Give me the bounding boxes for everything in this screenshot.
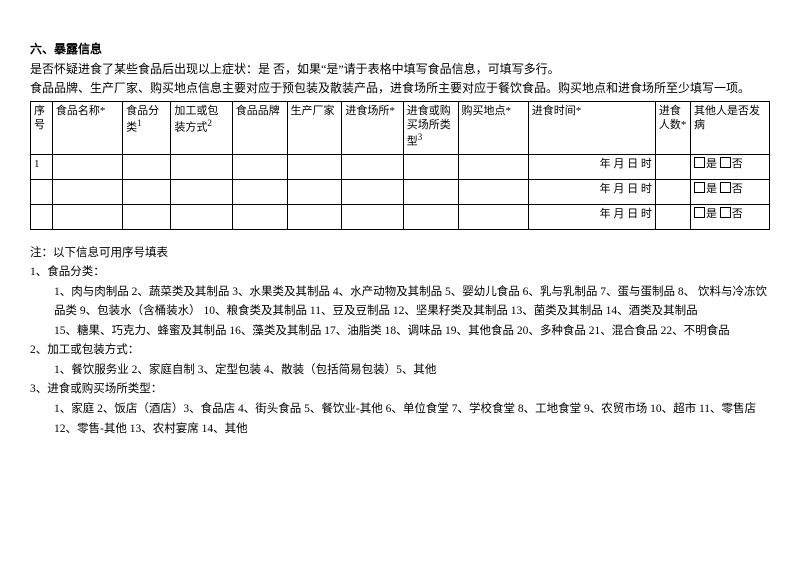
th-mfr: 生产厂家 (287, 101, 342, 154)
cell-pnum[interactable] (655, 154, 690, 179)
cell-seq[interactable]: 1 (31, 154, 53, 179)
th-cat: 食品分类1 (123, 101, 171, 154)
cell-pack[interactable] (171, 154, 232, 179)
cell-buy[interactable] (458, 204, 528, 229)
cell-other[interactable]: 是 否 (690, 204, 769, 229)
th-brand: 食品品牌 (232, 101, 287, 154)
th-time: 进食时间* (528, 101, 655, 154)
checkbox-no[interactable] (720, 207, 731, 218)
cell-pnum[interactable] (655, 179, 690, 204)
cell-ptype[interactable] (403, 204, 458, 229)
cell-name[interactable] (52, 204, 122, 229)
cell-pnum[interactable] (655, 204, 690, 229)
checkbox-yes[interactable] (694, 207, 705, 218)
cell-buy[interactable] (458, 179, 528, 204)
th-seq: 序号 (31, 101, 53, 154)
section-title: 六、暴露信息 (30, 40, 770, 57)
cell-cat[interactable] (123, 179, 171, 204)
th-ptype: 进食或购买场所类型3 (403, 101, 458, 154)
cell-seq[interactable] (31, 204, 53, 229)
table-row: 1 年 月 日 时 是 否 (31, 154, 770, 179)
note-3-line2: 12、零售-其他 13、农村宴席 14、其他 (30, 420, 770, 440)
checkbox-no[interactable] (720, 182, 731, 193)
cell-name[interactable] (52, 154, 122, 179)
cell-place[interactable] (342, 154, 403, 179)
cell-brand[interactable] (232, 204, 287, 229)
note-1-line2: 15、糖果、巧克力、蜂蜜及其制品 16、藻类及其制品 17、油脂类 18、调味品… (30, 322, 770, 342)
cell-ptype[interactable] (403, 154, 458, 179)
table-header-row: 序号 食品名称* 食品分类1 加工或包装方式2 食品品牌 生产厂家 进食场所* … (31, 101, 770, 154)
note-1-line1: 1、肉与肉制品 2、蔬菜类及其制品 3、水果类及其制品 4、水产动物及其制品 5… (30, 283, 770, 322)
th-name: 食品名称* (52, 101, 122, 154)
checkbox-yes[interactable] (694, 182, 705, 193)
intro-line-2: 食品品牌、生产厂家、购买地点信息主要对应于预包装及散装产品，进食场所主要对应于餐… (30, 80, 770, 97)
cell-brand[interactable] (232, 154, 287, 179)
cell-mfr[interactable] (287, 204, 342, 229)
cell-time[interactable]: 年 月 日 时 (528, 179, 655, 204)
checkbox-yes[interactable] (694, 157, 705, 168)
table-row: 年 月 日 时 是 否 (31, 204, 770, 229)
note-3-line1: 1、家庭 2、饭店（酒店）3、食品店 4、街头食品 5、餐饮业-其他 6、单位食… (30, 400, 770, 420)
cell-cat[interactable] (123, 154, 171, 179)
cell-name[interactable] (52, 179, 122, 204)
th-pnum: 进食人数* (655, 101, 690, 154)
cell-buy[interactable] (458, 154, 528, 179)
table-body: 1 年 月 日 时 是 否 年 月 日 时 (31, 154, 770, 229)
cell-place[interactable] (342, 204, 403, 229)
cell-pack[interactable] (171, 204, 232, 229)
exposure-table: 序号 食品名称* 食品分类1 加工或包装方式2 食品品牌 生产厂家 进食场所* … (30, 101, 770, 230)
cell-place[interactable] (342, 179, 403, 204)
table-row: 年 月 日 时 是 否 (31, 179, 770, 204)
cell-ptype[interactable] (403, 179, 458, 204)
cell-pack[interactable] (171, 179, 232, 204)
cell-other[interactable]: 是 否 (690, 179, 769, 204)
cell-brand[interactable] (232, 179, 287, 204)
cell-time[interactable]: 年 月 日 时 (528, 204, 655, 229)
note-2-title: 2、加工或包装方式： (30, 341, 770, 361)
cell-other[interactable]: 是 否 (690, 154, 769, 179)
cell-seq[interactable] (31, 179, 53, 204)
th-place: 进食场所* (342, 101, 403, 154)
notes-section: 注：以下信息可用序号填表 1、食品分类： 1、肉与肉制品 2、蔬菜类及其制品 3… (30, 244, 770, 439)
cell-mfr[interactable] (287, 179, 342, 204)
checkbox-no[interactable] (720, 157, 731, 168)
th-buy: 购买地点* (458, 101, 528, 154)
th-pack: 加工或包装方式2 (171, 101, 232, 154)
cell-time[interactable]: 年 月 日 时 (528, 154, 655, 179)
note-1-title: 1、食品分类： (30, 263, 770, 283)
cell-mfr[interactable] (287, 154, 342, 179)
th-other: 其他人是否发病 (690, 101, 769, 154)
cell-cat[interactable] (123, 204, 171, 229)
intro-line-1: 是否怀疑进食了某些食品后出现以上症状：是 否，如果“是”请于表格中填写食品信息，… (30, 61, 770, 78)
note-3-title: 3、进食或购买场所类型： (30, 380, 770, 400)
note-2-line1: 1、餐饮服务业 2、家庭自制 3、定型包装 4、散装（包括简易包装）5、其他 (30, 361, 770, 381)
notes-header: 注：以下信息可用序号填表 (30, 244, 770, 264)
